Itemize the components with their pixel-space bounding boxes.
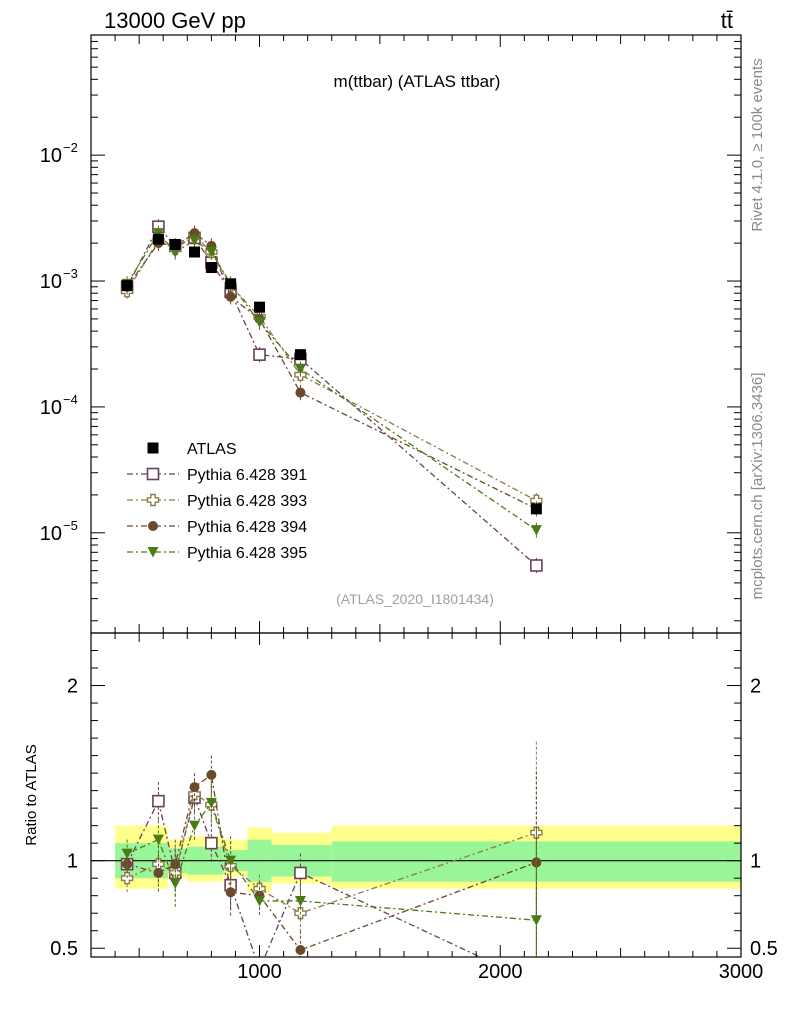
legend-label-2: Pythia 6.428 393 xyxy=(187,493,307,510)
main-ytick-exponent: −5 xyxy=(63,518,78,533)
legend: ATLAS Pythia 6.428 391 Pythia 6.428 393 Pyt… xyxy=(127,441,307,562)
ratio-ytick-label-right: 2 xyxy=(750,676,761,698)
main-ytick-label: 10 xyxy=(40,271,62,293)
series-point-1 xyxy=(253,348,266,361)
ratio-point-3 xyxy=(122,859,133,870)
main-plot-area xyxy=(120,219,543,574)
series-point-4 xyxy=(189,235,201,246)
main-ytick-exponent: −4 xyxy=(63,392,78,407)
mcplots-label: mcplots.cern.ch [arXiv:1306.3436] xyxy=(749,373,766,600)
series-point-4 xyxy=(152,228,164,239)
series-point-4 xyxy=(530,525,542,536)
series-point-4 xyxy=(294,364,306,375)
x-tick-label: 1000 xyxy=(237,961,282,983)
ratio-point-3 xyxy=(189,782,200,793)
analysis-tag: (ATLAS_2020_I1801434) xyxy=(336,591,494,607)
chart-title: m(ttbar) (ATLAS ttbar) xyxy=(334,72,501,91)
data-point xyxy=(121,280,133,292)
legend-marker-2 xyxy=(146,493,160,507)
ratio-ytick-label-left: 2 xyxy=(67,676,78,698)
ratio-line-3 xyxy=(126,773,537,951)
series-line-2 xyxy=(126,234,537,502)
ratio-ytick-label-left: 0.5 xyxy=(50,938,78,960)
legend-marker-1 xyxy=(146,467,160,481)
data-point xyxy=(152,233,164,245)
series-point-4 xyxy=(254,317,266,328)
data-point xyxy=(294,349,306,361)
ratio-plot-area xyxy=(91,741,741,989)
header-left-label: 13000 GeV pp xyxy=(104,8,246,33)
main-ytick-label: 10 xyxy=(40,523,62,545)
series-point-3 xyxy=(295,387,306,398)
series-line-4 xyxy=(126,232,537,531)
ratio-point-3 xyxy=(531,857,542,868)
ratio-point-2 xyxy=(120,871,134,885)
data-point xyxy=(530,503,542,515)
main-ytick-label: 10 xyxy=(40,145,62,167)
series-line-1 xyxy=(126,225,537,566)
ratio-point-4 xyxy=(294,895,306,907)
main-panel: 10−210−310−410−5 xyxy=(40,34,742,634)
x-tick-label: 3000 xyxy=(719,961,764,983)
ratio-panel: 0.5 0.5 1 1 2 2 1000 2000 3000 xyxy=(50,632,778,989)
data-point xyxy=(189,246,201,258)
legend-marker-0 xyxy=(147,442,159,454)
ratio-point-4 xyxy=(169,878,181,889)
ratio-frame xyxy=(90,632,742,958)
ratio-point-3 xyxy=(153,867,164,878)
ratio-point-1 xyxy=(152,794,165,808)
ratio-ytick-label-right: 1 xyxy=(750,851,761,873)
main-ytick-label: 10 xyxy=(40,397,62,419)
data-point xyxy=(205,262,217,274)
legend-label-3: Pythia 6.428 394 xyxy=(187,519,307,536)
main-frame xyxy=(90,34,742,634)
legend-label-0: ATLAS xyxy=(187,441,237,458)
ratio-point-1 xyxy=(294,866,307,880)
ratio-point-3 xyxy=(206,769,217,780)
ratio-ytick-label-right: 0.5 xyxy=(750,938,778,960)
ratio-ytick-label-left: 1 xyxy=(67,851,78,873)
ratio-point-3 xyxy=(295,944,306,955)
series-point-3 xyxy=(225,291,236,302)
x-tick-label: 2000 xyxy=(478,961,523,983)
series-point-4 xyxy=(205,247,217,258)
ratio-point-4 xyxy=(254,895,266,907)
series-point-1 xyxy=(530,559,543,572)
header-right-label: tt̄ xyxy=(721,8,733,33)
data-point xyxy=(169,239,181,251)
ratio-point-1 xyxy=(205,836,218,850)
ratio-point-3 xyxy=(225,887,236,898)
legend-marker-4 xyxy=(147,547,159,558)
main-ytick-exponent: −2 xyxy=(63,140,78,155)
ratio-point-4 xyxy=(121,848,133,860)
ratio-y-axis-label: Ratio to ATLAS xyxy=(23,744,40,845)
legend-marker-3 xyxy=(148,521,158,531)
ratio-point-4 xyxy=(225,855,237,867)
data-point xyxy=(225,278,237,290)
data-point xyxy=(254,301,266,313)
ratio-point-4 xyxy=(530,915,542,926)
ratio-point-1 xyxy=(531,978,542,989)
main-ytick-exponent: −3 xyxy=(63,266,78,281)
ratio-point-4 xyxy=(205,797,217,809)
rivet-version-label: Rivet 4.1.0, ≥ 100k events xyxy=(749,58,766,231)
ratio-point-4 xyxy=(189,820,201,832)
legend-label-4: Pythia 6.428 395 xyxy=(187,545,307,562)
ratio-point-4 xyxy=(152,834,164,846)
legend-label-1: Pythia 6.428 391 xyxy=(187,467,307,484)
